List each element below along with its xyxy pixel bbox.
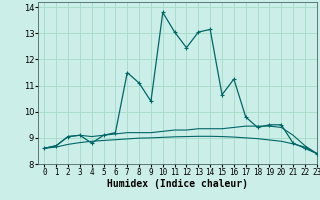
X-axis label: Humidex (Indice chaleur): Humidex (Indice chaleur) [107,179,248,189]
